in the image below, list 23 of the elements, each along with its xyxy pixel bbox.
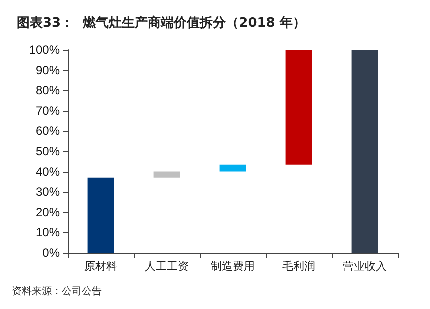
x-tick-label: 原材料 (84, 260, 118, 273)
x-tick-label: 制造费用 (211, 260, 255, 273)
y-tick-label: 10% (36, 226, 60, 240)
y-tick-label: 20% (36, 205, 60, 220)
x-tick-label: 毛利润 (282, 260, 316, 273)
x-tick-label: 营业收入 (343, 260, 387, 273)
bar (220, 164, 246, 172)
y-tick-label: 0% (42, 246, 60, 260)
text: 资料来源：公司公告 (12, 286, 102, 298)
y-tick-label: 60% (36, 124, 60, 138)
y-tick-label: 90% (36, 63, 60, 78)
chart-title: 图表33： 燃气灶生产商端价值拆分（2018 年） (17, 15, 306, 31)
bar (154, 172, 180, 178)
y-tick-label: 70% (36, 104, 60, 118)
x-tick-label: 人工工资 (145, 260, 189, 273)
bar (352, 50, 378, 253)
y-tick-label: 50% (36, 144, 60, 158)
y-tick-label: 40% (36, 164, 60, 179)
bar (286, 50, 312, 165)
y-tick-label: 30% (36, 185, 60, 200)
bar (88, 178, 114, 253)
y-tick-label: 80% (36, 84, 60, 98)
y-tick-label: 100% (29, 43, 60, 57)
